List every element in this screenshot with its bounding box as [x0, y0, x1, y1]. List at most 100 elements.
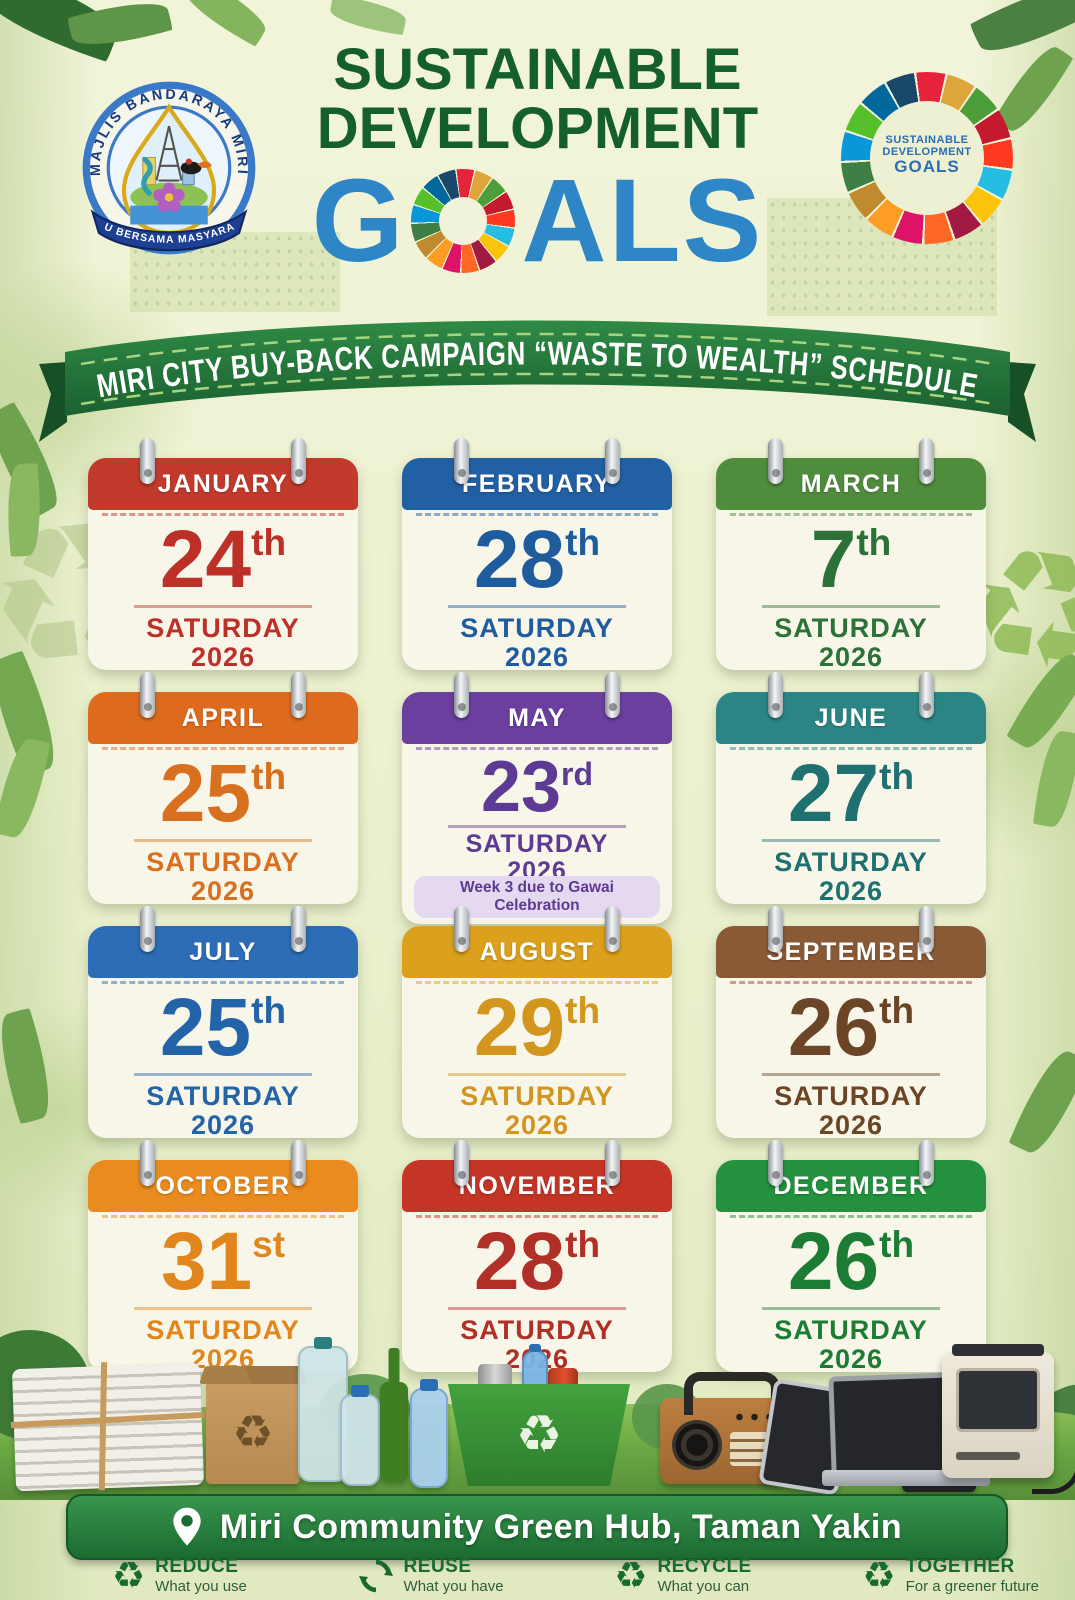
binder-ring-right-icon [605, 906, 620, 952]
month-header: JANUARY [88, 458, 358, 510]
divider-line [761, 1307, 941, 1310]
weekday-label: SATURDAY [774, 846, 928, 877]
sdg-goals-logo: SUSTAINABLE DEVELOPMENT GOALS [837, 72, 1017, 244]
stitch-line [102, 981, 344, 984]
footer-subtitle: For a greener future [905, 1577, 1039, 1595]
day-ordinal: th [879, 756, 915, 797]
city-skyline [130, 232, 340, 312]
month-card-september: SEPTEMBER 26th SATURDAY 2026 [716, 906, 986, 1140]
stitch-line [102, 1215, 344, 1218]
month-name: NOVEMBER [458, 1171, 616, 1200]
year-label: 2026 [818, 1344, 884, 1375]
location-pin-icon [173, 1507, 201, 1546]
month-header: MARCH [716, 458, 986, 510]
month-header: JUNE [716, 692, 986, 744]
leaf-decoration [0, 735, 51, 841]
stitch-line [730, 513, 972, 516]
day-ordinal: th [856, 522, 892, 563]
binder-ring-right-icon [919, 438, 934, 484]
stitch-line [416, 1215, 658, 1218]
binder-ring-left-icon [140, 1140, 155, 1186]
date-number: 25th [88, 987, 358, 1069]
divider-line [761, 605, 941, 608]
date-number: 25th [88, 753, 358, 835]
plastic-bottle-illustration [298, 1337, 348, 1482]
binder-ring-left-icon [454, 672, 469, 718]
power-cord-illustration [1032, 1449, 1075, 1494]
binder-ring-left-icon [454, 438, 469, 484]
month-name: MARCH [800, 469, 902, 498]
day-value: 7 [810, 514, 857, 605]
month-name: APRIL [181, 703, 265, 732]
day-value: 25 [159, 748, 252, 839]
newspaper-stack-illustration [11, 1362, 205, 1492]
weekday-label: SATURDAY [146, 1314, 300, 1345]
date-number: 31st [88, 1221, 358, 1303]
binder-ring-right-icon [605, 672, 620, 718]
divider-line [761, 839, 941, 842]
year-label: 2026 [818, 876, 884, 907]
title-line-1: SUSTAINABLE [333, 37, 742, 102]
weekday-label: SATURDAY [774, 1314, 928, 1345]
day-ordinal: th [879, 990, 915, 1031]
month-name: DECEMBER [773, 1171, 929, 1200]
goals-letter-g: G [311, 155, 406, 288]
month-name: OCTOBER [155, 1171, 291, 1200]
day-value: 31 [160, 1216, 253, 1307]
month-header: OCTOBER [88, 1160, 358, 1212]
leaf-decoration [1008, 1043, 1075, 1161]
binder-ring-left-icon [140, 672, 155, 718]
binder-ring-left-icon [768, 672, 783, 718]
month-note: Week 3 due to Gawai Celebration [414, 876, 660, 918]
leaf-decoration [328, 0, 408, 36]
campaign-ribbon-banner: MIRI CITY BUY-BACK CAMPAIGN “WASTE TO WE… [39, 320, 1036, 442]
footer-item-together: ♻ TOGETHER For a greener future [862, 1556, 1039, 1595]
binder-ring-right-icon [919, 672, 934, 718]
water-bottle-illustration [410, 1379, 448, 1488]
day-value: 26 [787, 1216, 880, 1307]
day-ordinal: th [565, 522, 601, 563]
divider-line [447, 605, 627, 608]
day-value: 27 [787, 748, 880, 839]
binder-ring-right-icon [919, 1140, 934, 1186]
binder-ring-right-icon [291, 672, 306, 718]
footer-item-reuse: REUSE What you have [358, 1556, 504, 1595]
date-number: 26th [716, 1221, 986, 1303]
date-number: 27th [716, 753, 986, 835]
month-card-february: FEBRUARY 28th SATURDAY 2026 [402, 438, 672, 672]
calendar-grid: JANUARY 24th SATURDAY 2026 FEBRUARY 28th… [88, 438, 986, 1388]
location-text: Miri Community Green Hub, Taman Yakin [219, 1507, 903, 1546]
weekday-label: SATURDAY [460, 612, 614, 643]
footer-subtitle: What you have [403, 1577, 504, 1595]
year-label: 2026 [504, 1110, 570, 1141]
month-card-november: NOVEMBER 28th SATURDAY 2026 [402, 1140, 672, 1374]
recyclables-illustration: ♻ ♻ [0, 1312, 1075, 1500]
day-value: 24 [159, 514, 252, 605]
day-value: 26 [787, 982, 880, 1073]
binder-ring-left-icon [140, 438, 155, 484]
binder-ring-left-icon [140, 906, 155, 952]
divider-line [447, 1307, 627, 1310]
stitch-line [102, 747, 344, 750]
divider-line [447, 825, 627, 828]
year-label: 2026 [190, 1110, 256, 1141]
weekday-label: SATURDAY [146, 846, 300, 877]
recycle-icon: ♻ [515, 1405, 563, 1465]
binder-ring-left-icon [454, 906, 469, 952]
day-ordinal: th [565, 990, 601, 1031]
glass-bottle-illustration [380, 1348, 408, 1482]
month-card-april: APRIL 25th SATURDAY 2026 [88, 672, 358, 906]
month-card-august: AUGUST 29th SATURDAY 2026 [402, 906, 672, 1141]
month-card-march: MARCH 7th SATURDAY 2026 [716, 438, 986, 672]
month-name: AUGUST [479, 937, 595, 966]
date-number: 24th [88, 519, 358, 601]
location-bar: Miri Community Green Hub, Taman Yakin [66, 1494, 1008, 1560]
date-number: 29th [402, 987, 672, 1069]
weekday-label: SATURDAY [465, 829, 609, 858]
title-line-2: DEVELOPMENT [316, 96, 759, 162]
footer-subtitle: What you use [155, 1577, 247, 1595]
year-label: 2026 [190, 642, 256, 673]
footer-subtitle: What you can [657, 1577, 750, 1595]
stitch-line [730, 981, 972, 984]
date-number: 26th [716, 987, 986, 1069]
